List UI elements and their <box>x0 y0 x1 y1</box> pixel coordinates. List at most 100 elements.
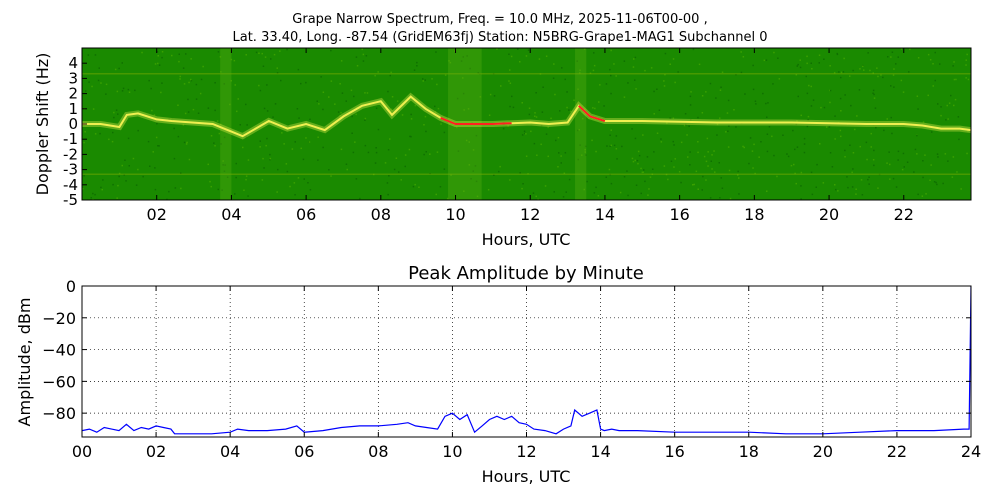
spectrogram-speckle <box>83 141 85 144</box>
spectrogram-speckle <box>528 107 531 109</box>
spectrogram-speckle <box>345 100 347 102</box>
spectrogram-speckle <box>927 94 929 97</box>
spectrogram-speckle <box>892 177 895 180</box>
spectrogram-speckle <box>542 86 544 88</box>
spectrogram-speckle <box>258 52 260 54</box>
spectrogram-speckle <box>171 54 173 57</box>
spectrogram-speckle <box>328 169 330 171</box>
spectrogram-speckle <box>219 56 222 58</box>
spectrogram-y-tick-label: -5 <box>63 191 78 209</box>
spectrogram-speckle <box>245 103 247 106</box>
spectrogram-speckle <box>197 112 200 114</box>
spectrogram-signal <box>82 92 971 140</box>
amplitude-x-tick-label: 18 <box>739 442 759 461</box>
spectrogram-speckle <box>465 139 468 142</box>
spectrogram-speckle <box>237 98 239 100</box>
spectrogram-speckle <box>391 96 394 98</box>
spectrogram-speckle <box>489 93 492 96</box>
spectrogram-y-label: Doppler Shift (Hz) <box>33 53 52 196</box>
spectrogram-speckle <box>345 163 348 165</box>
spectrogram-speckle <box>877 75 879 78</box>
spectrogram-speckle <box>634 137 637 140</box>
spectrogram-speckle <box>534 115 536 117</box>
spectrogram-speckle <box>150 87 152 90</box>
spectrogram-speckle <box>939 63 941 65</box>
spectrogram-speckle <box>738 177 740 179</box>
spectrogram-speckle <box>867 52 869 54</box>
amplitude-x-tick-label: 08 <box>368 442 388 461</box>
spectrogram-speckle <box>749 137 752 139</box>
amplitude-x-tick-label: 04 <box>220 442 240 461</box>
spectrogram-speckle <box>525 133 527 135</box>
spectrogram-speckle <box>683 124 686 127</box>
spectrogram-speckle <box>94 54 97 56</box>
spectrogram-speckle <box>584 151 586 153</box>
spectrogram-speckle <box>362 60 365 62</box>
spectrogram-speckle <box>375 147 377 149</box>
spectrogram-x-tick-label: 04 <box>221 205 241 224</box>
spectrogram-speckle <box>102 179 104 181</box>
amplitude-x-tick-label: 20 <box>813 442 833 461</box>
spectrogram-speckle <box>355 56 358 58</box>
spectrogram-speckle <box>711 154 713 156</box>
spectrogram-speckle <box>609 134 611 136</box>
spectrogram-speckle <box>210 135 213 137</box>
spectrogram-speckle <box>967 130 969 132</box>
amplitude-y-label: Amplitude, dBm <box>15 298 34 427</box>
spectrogram-speckle <box>470 178 472 180</box>
spectrogram-speckle <box>930 164 932 166</box>
spectrogram-speckle <box>728 169 731 172</box>
spectrogram-speckle <box>235 162 237 165</box>
spectrogram-speckle <box>528 113 531 116</box>
spectrogram-speckle <box>393 168 396 171</box>
spectrogram-speckle <box>498 170 500 173</box>
spectrogram-speckle <box>582 117 584 120</box>
spectrogram-speckle <box>584 145 587 148</box>
spectrogram-speckle <box>390 71 392 74</box>
spectrogram-speckle <box>642 134 644 136</box>
spectrogram-speckle <box>660 141 663 143</box>
spectrogram-speckle <box>697 116 699 119</box>
spectrogram-speckle <box>318 103 320 105</box>
spectrogram-speckle <box>856 115 858 117</box>
spectrogram-speckle <box>706 137 709 140</box>
spectrogram-speckle <box>258 84 260 87</box>
spectrogram-speckle <box>594 107 596 110</box>
spectrogram-speckle <box>316 100 318 102</box>
spectrogram-speckle <box>673 166 675 168</box>
spectrogram-speckle <box>287 124 290 127</box>
spectrogram-speckle <box>190 79 193 82</box>
spectrogram-speckle <box>124 159 126 161</box>
spectrogram-speckle <box>882 76 884 79</box>
spectrogram-speckle <box>122 87 125 90</box>
spectrogram-speckle <box>613 144 616 147</box>
spectrogram-speckle <box>522 183 524 185</box>
spectrogram-speckle <box>754 172 756 175</box>
spectrogram-speckle <box>230 80 232 82</box>
spectrogram-x-tick-label: 02 <box>147 205 167 224</box>
spectrogram-speckle <box>222 164 224 166</box>
spectrogram-speckle <box>847 186 849 189</box>
spectrogram-speckle <box>592 69 595 72</box>
spectrogram-y-tick-label: 2 <box>68 85 78 103</box>
spectrogram-speckle <box>952 156 955 158</box>
spectrogram-speckle <box>449 61 452 64</box>
spectrogram-speckle <box>916 153 918 155</box>
amplitude-x-tick-label: 10 <box>442 442 462 461</box>
spectrogram-speckle <box>351 132 353 134</box>
spectrogram-speckle <box>861 194 864 196</box>
spectrogram-speckle <box>605 176 607 178</box>
spectrogram-speckle <box>803 143 806 145</box>
amplitude-x-ticks: 00 02 04 06 08 10 12 14 16 18 20 22 24 <box>72 286 981 461</box>
spectrogram-speckle <box>460 60 463 62</box>
spectrogram-speckle <box>404 165 406 168</box>
amplitude-series-line <box>82 286 971 435</box>
spectrogram-speckle <box>667 178 669 181</box>
spectrogram-speckle <box>772 83 774 85</box>
spectrogram-speckle <box>929 59 932 61</box>
spectrogram-speckle <box>118 172 121 175</box>
spectrogram-speckle <box>183 83 186 85</box>
amplitude-x-tick-label: 00 <box>72 442 92 461</box>
spectrogram-speckle <box>950 94 952 97</box>
spectrogram-speckle <box>872 92 874 94</box>
